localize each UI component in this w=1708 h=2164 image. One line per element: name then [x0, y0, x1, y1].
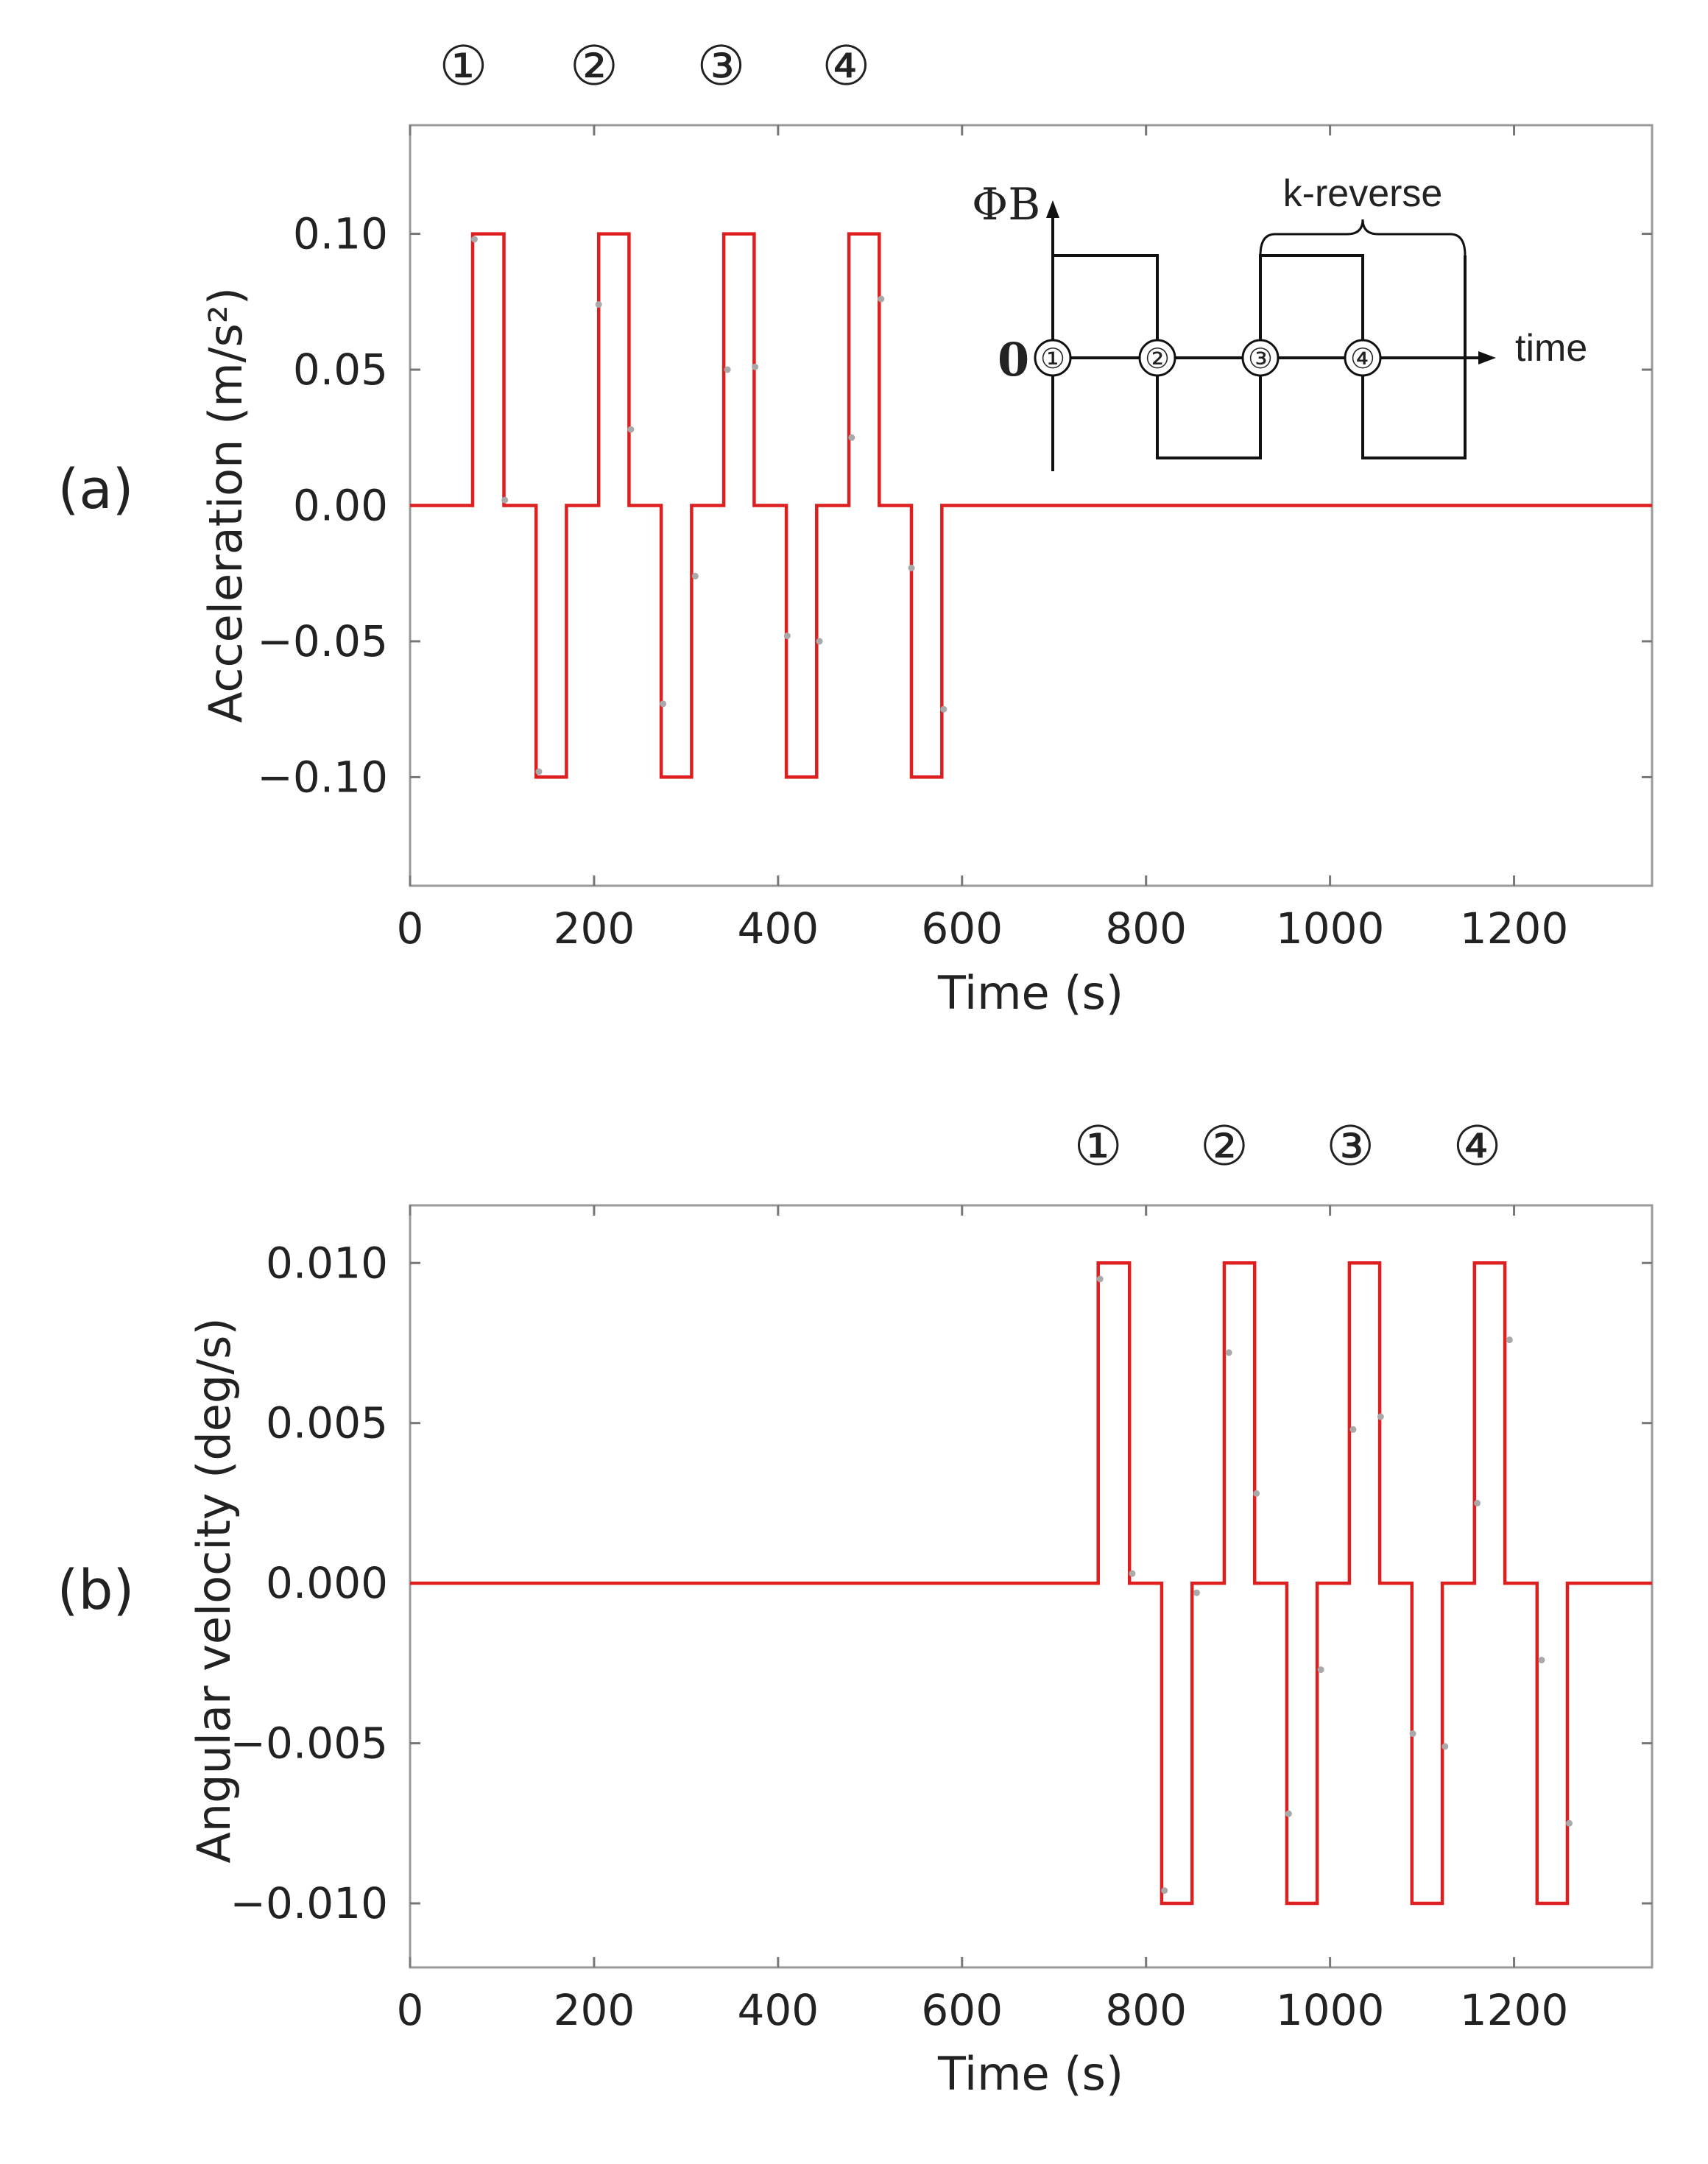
chart-panel-b: (b) ① ② ③ ④ −0.010 −0.005 0.000 0.005 0.010 0 20… — [57, 1115, 1654, 2101]
inset-marker-3: ③ — [1241, 339, 1280, 377]
inset-y-arrow-icon — [1046, 200, 1059, 218]
event-marker: ① — [439, 35, 487, 98]
event-marker: ③ — [696, 35, 745, 98]
event-marker: ② — [570, 35, 618, 98]
x-tick-label: 800 — [1105, 903, 1187, 954]
svg-text:③: ③ — [1248, 342, 1273, 375]
event-marker: ③ — [1326, 1115, 1374, 1178]
y-tick-label: −0.005 — [230, 1719, 388, 1769]
event-marker: ④ — [1453, 1115, 1501, 1178]
x-tick-label: 1000 — [1276, 903, 1385, 954]
svg-text:①: ① — [1040, 342, 1065, 375]
svg-text:④: ④ — [1350, 342, 1375, 375]
y-ticks-b: −0.010 −0.005 0.000 0.005 0.010 — [230, 1238, 1652, 1928]
data-point — [1349, 1425, 1357, 1433]
x-tick-label: 600 — [921, 903, 1003, 954]
inset-marker-4: ④ — [1344, 339, 1382, 377]
data-point — [1506, 1336, 1513, 1344]
data-point — [535, 768, 543, 775]
data-point — [1317, 1666, 1324, 1674]
data-point — [752, 363, 759, 370]
data-point — [660, 700, 667, 708]
inset-bracket-label: k-reverse — [1283, 172, 1443, 215]
inset-x-label: time — [1515, 327, 1587, 370]
data-point — [627, 426, 635, 433]
y-tick-label: 0.005 — [266, 1398, 388, 1448]
y-tick-label: 0.00 — [293, 481, 388, 531]
data-point — [1161, 1887, 1168, 1895]
x-tick-label: 1200 — [1460, 1985, 1569, 2035]
y-tick-label: 0.000 — [266, 1558, 388, 1608]
inset-origin-label: 0 — [998, 333, 1029, 387]
x-axis-label-b: Time (s) — [937, 2047, 1123, 2101]
y-tick-label: 0.10 — [293, 209, 388, 259]
x-tick-label: 600 — [921, 1985, 1003, 2035]
x-tick-label: 400 — [737, 1985, 819, 2035]
event-marker: ① — [1074, 1115, 1123, 1178]
data-point — [1253, 1490, 1260, 1497]
data-point — [595, 300, 602, 308]
data-point — [940, 705, 947, 713]
data-point — [1566, 1819, 1573, 1827]
plot-area-a — [410, 232, 1652, 779]
y-tick-label: −0.05 — [257, 616, 388, 666]
inset-y-label: ΦB — [972, 179, 1040, 230]
x-tick-label: 0 — [397, 903, 424, 954]
data-point — [1441, 1743, 1449, 1750]
data-point — [1225, 1349, 1232, 1356]
panel-label-b: (b) — [57, 1559, 135, 1622]
y-axis-label-b: Angular velocity (deg/s) — [187, 1317, 241, 1863]
inset-marker-2: ② — [1138, 339, 1176, 377]
data-point — [908, 564, 915, 571]
data-point — [724, 366, 731, 373]
y-axis-label-a: Acceleration (m/s²) — [199, 287, 253, 723]
plot-frame-b — [409, 1204, 1654, 1969]
x-tick-label: 0 — [397, 1985, 424, 2035]
data-point — [691, 572, 699, 579]
event-marker: ② — [1200, 1115, 1249, 1178]
inset-marker-1: ① — [1034, 339, 1072, 377]
panel-label-a: (a) — [57, 458, 133, 521]
x-tick-label: 200 — [554, 903, 635, 954]
y-tick-label: −0.10 — [257, 752, 388, 802]
y-tick-label: 0.05 — [293, 345, 388, 395]
data-point — [848, 434, 855, 441]
x-tick-label: 1000 — [1276, 1985, 1385, 2035]
y-ticks-a: −0.10 −0.05 0.00 0.05 0.10 — [257, 209, 1652, 802]
event-markers-a: ① ② ③ ④ — [439, 35, 870, 98]
data-point — [1129, 1570, 1136, 1577]
event-markers-b: ① ② ③ ④ — [1074, 1115, 1502, 1178]
series-line — [410, 232, 1652, 779]
data-point — [878, 295, 885, 303]
event-marker: ④ — [822, 35, 870, 98]
data-point — [501, 496, 509, 504]
x-tick-label: 800 — [1105, 1985, 1187, 2035]
x-tick-label: 400 — [737, 903, 819, 954]
data-point — [816, 638, 823, 645]
x-ticks-a: 0 200 400 600 800 1000 1200 — [397, 125, 1569, 954]
data-point — [1409, 1730, 1416, 1738]
plot-area-b — [410, 1261, 1652, 1906]
x-ticks-b: 0 200 400 600 800 1000 1200 — [397, 1205, 1569, 2035]
y-tick-label: 0.010 — [266, 1238, 388, 1288]
x-tick-label: 200 — [554, 1985, 635, 2035]
series-line — [410, 1261, 1652, 1906]
data-point — [1193, 1589, 1200, 1596]
inset-schematic: ΦB time 0 k-reverse ① ② ③ — [972, 172, 1587, 471]
x-tick-label: 1200 — [1460, 903, 1569, 954]
data-point — [1377, 1413, 1384, 1420]
chart-panel-a: (a) ① ② ③ ④ −0.10 −0.05 0.00 0.05 0.10 0 200 400 6… — [57, 35, 1654, 1020]
data-point — [1285, 1810, 1292, 1817]
data-point — [1538, 1657, 1545, 1664]
x-axis-label-a: Time (s) — [937, 966, 1123, 1020]
data-point — [470, 236, 478, 243]
data-point — [783, 632, 791, 640]
inset-bracket — [1259, 219, 1467, 256]
data-point — [1096, 1275, 1104, 1283]
y-tick-label: −0.010 — [230, 1878, 388, 1928]
svg-text:②: ② — [1145, 342, 1170, 375]
data-point — [1474, 1499, 1481, 1506]
inset-x-arrow-icon — [1478, 351, 1496, 364]
